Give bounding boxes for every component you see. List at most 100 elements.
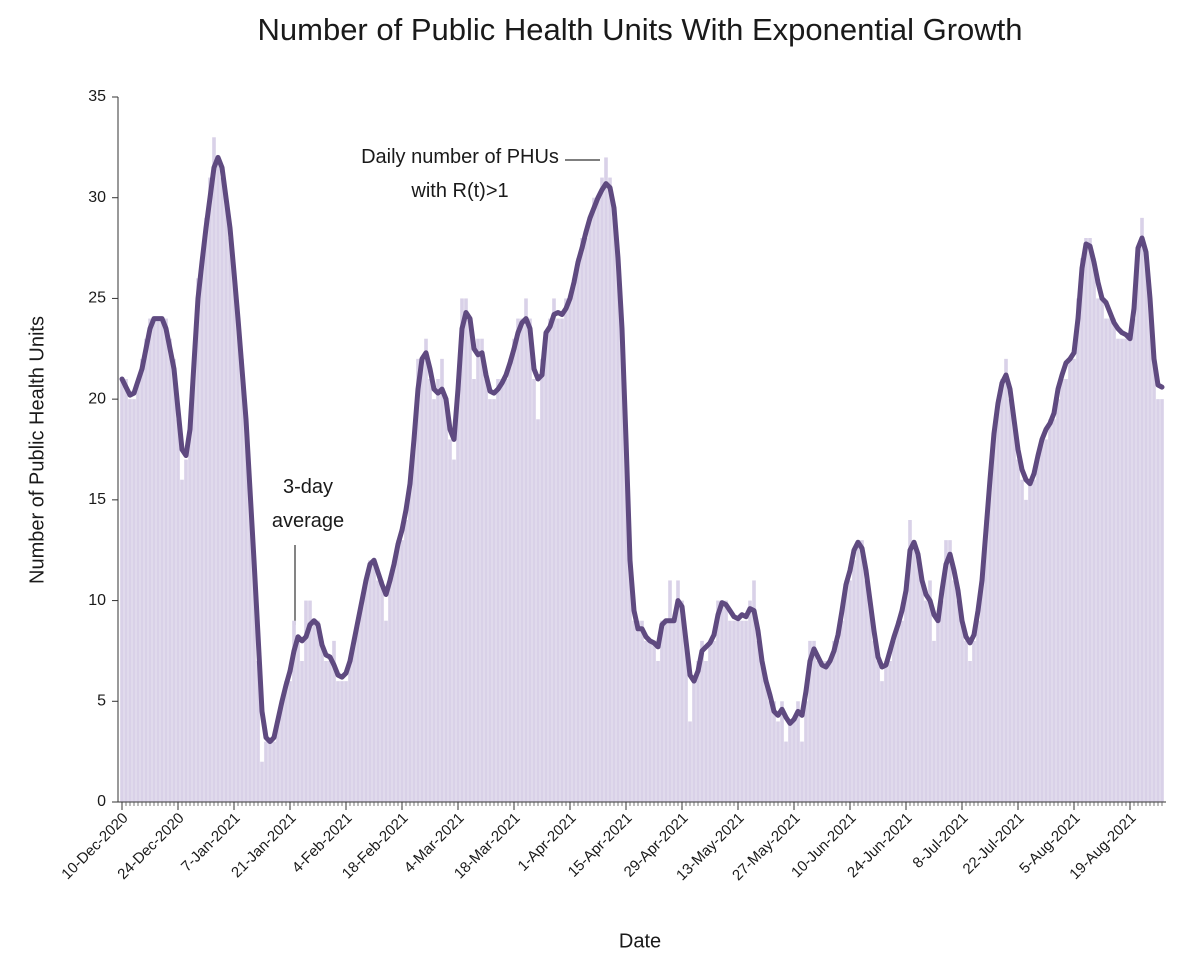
bar <box>700 640 704 802</box>
bar <box>1076 298 1080 802</box>
bar <box>644 640 648 802</box>
bar <box>448 439 452 802</box>
bar <box>232 278 236 802</box>
bar <box>744 620 748 802</box>
bar <box>1000 379 1004 802</box>
bar <box>676 580 680 802</box>
bar <box>548 318 552 802</box>
bar <box>1156 399 1160 802</box>
bar <box>176 419 180 802</box>
bar <box>1092 258 1096 803</box>
bar <box>136 379 140 802</box>
bar <box>980 580 984 802</box>
bar <box>772 701 776 802</box>
bar <box>152 318 156 802</box>
bar <box>844 580 848 802</box>
bar <box>604 157 608 802</box>
bar <box>456 379 460 802</box>
bar <box>328 661 332 802</box>
bar <box>128 399 132 802</box>
bar <box>756 640 760 802</box>
bar <box>556 318 560 802</box>
bar <box>212 137 216 803</box>
bar <box>1100 298 1104 802</box>
bar <box>272 741 276 802</box>
bar <box>1144 258 1148 803</box>
bar <box>572 278 576 802</box>
bar <box>512 338 516 802</box>
bar <box>904 580 908 802</box>
bar <box>720 600 724 802</box>
bar <box>160 318 164 802</box>
bar <box>736 620 740 802</box>
bar <box>392 560 396 802</box>
bar <box>292 620 296 802</box>
bar <box>412 439 416 802</box>
bar <box>1120 338 1124 802</box>
bar <box>184 459 188 802</box>
bar <box>740 620 744 802</box>
bar <box>584 238 588 802</box>
bar <box>472 379 476 802</box>
bar <box>836 640 840 802</box>
bar <box>924 600 928 802</box>
bar <box>492 399 496 802</box>
bar <box>308 600 312 802</box>
bar <box>280 701 284 802</box>
bar <box>1036 459 1040 802</box>
bar <box>476 338 480 802</box>
bar <box>396 540 400 802</box>
bar <box>848 580 852 802</box>
bar <box>820 661 824 802</box>
bar <box>940 600 944 802</box>
bar <box>1080 258 1084 803</box>
bar <box>908 520 912 802</box>
bar <box>776 721 780 802</box>
bar <box>528 318 532 802</box>
bar <box>856 540 860 802</box>
bar <box>1152 358 1156 802</box>
bar <box>936 620 940 802</box>
bar <box>588 217 592 802</box>
y-tick-label: 10 <box>88 592 106 609</box>
bar <box>552 298 556 802</box>
bar <box>460 298 464 802</box>
bar <box>248 499 252 802</box>
bar <box>348 661 352 802</box>
bar <box>780 701 784 802</box>
bar <box>760 661 764 802</box>
average-line <box>119 154 1165 745</box>
bar <box>752 580 756 802</box>
bar <box>428 379 432 802</box>
bar <box>216 157 220 802</box>
bar <box>388 580 392 802</box>
bar <box>660 620 664 802</box>
bar <box>316 620 320 802</box>
bar <box>716 600 720 802</box>
bar <box>288 681 292 802</box>
bar <box>408 479 412 802</box>
bar <box>900 620 904 802</box>
line-annotation: 3-day average <box>271 476 345 532</box>
bar <box>1008 399 1012 802</box>
bar <box>568 298 572 802</box>
bar <box>1032 479 1036 802</box>
bar <box>628 560 632 802</box>
bar <box>496 379 500 802</box>
bar <box>748 600 752 802</box>
bar <box>148 318 152 802</box>
bar <box>1108 318 1112 802</box>
bar <box>144 338 148 802</box>
bar <box>536 419 540 802</box>
bar <box>580 238 584 802</box>
bar <box>860 540 864 802</box>
bar <box>1096 298 1100 802</box>
bar <box>200 258 204 803</box>
bar <box>508 358 512 802</box>
bar <box>1048 419 1052 802</box>
bar <box>896 620 900 802</box>
bar <box>868 600 872 802</box>
bar <box>1148 298 1152 802</box>
bar <box>240 358 244 802</box>
